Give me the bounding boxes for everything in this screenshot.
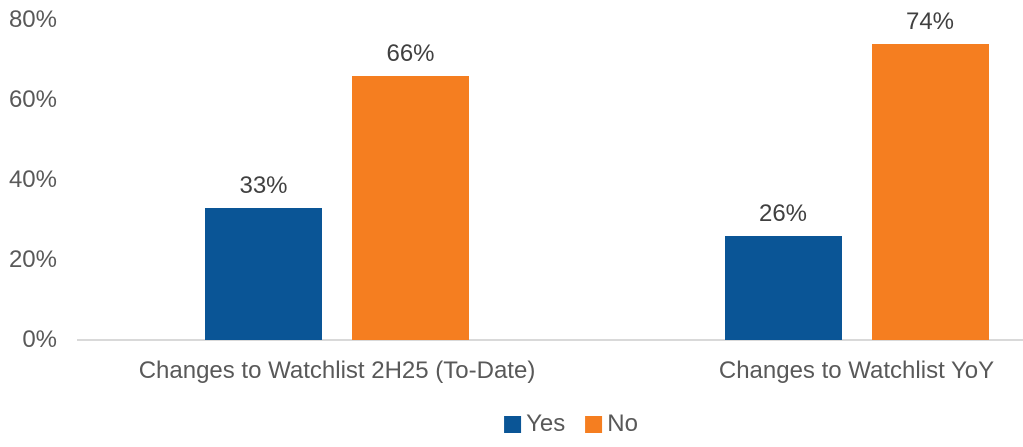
- legend-item-no: No: [585, 412, 638, 436]
- category-label: Changes to Watchlist YoY: [718, 357, 995, 384]
- legend-label: No: [607, 410, 638, 437]
- data-label: 74%: [905, 8, 955, 35]
- legend: Yes No: [504, 412, 638, 436]
- data-label: 66%: [386, 40, 435, 67]
- category-label: Changes to Watchlist 2H25 (To-Date): [138, 357, 536, 384]
- y-tick-label: 80%: [8, 6, 57, 33]
- bar-no-1: [352, 76, 469, 340]
- y-tick-label: 40%: [8, 166, 57, 193]
- legend-swatch-icon: [585, 415, 603, 433]
- y-tick-label: 60%: [8, 86, 57, 113]
- x-axis-line: [77, 339, 1023, 341]
- bar-yes-1: [205, 208, 322, 340]
- y-tick-label: 0%: [22, 326, 57, 353]
- bar-yes-2: [724, 236, 842, 340]
- legend-label: Yes: [526, 410, 566, 437]
- y-tick-label: 20%: [8, 246, 57, 273]
- bar-no-2: [871, 44, 989, 340]
- data-label: 26%: [758, 200, 808, 227]
- legend-swatch-icon: [504, 415, 522, 433]
- legend-item-yes: Yes: [504, 412, 565, 436]
- data-label: 33%: [239, 172, 288, 199]
